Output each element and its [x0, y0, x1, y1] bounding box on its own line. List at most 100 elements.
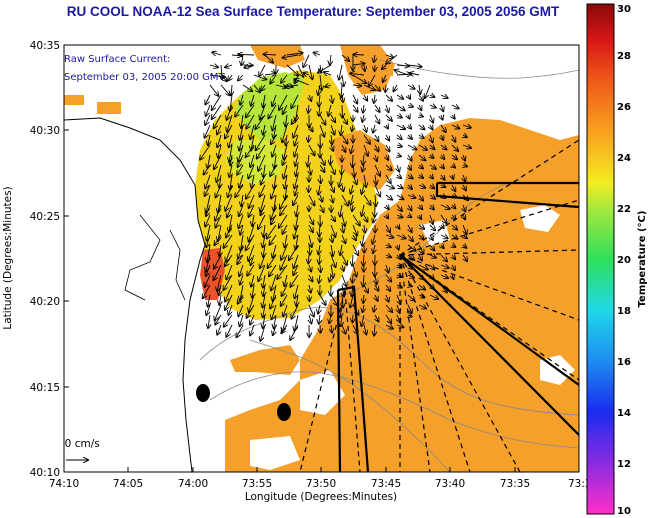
current-vector: [397, 145, 402, 147]
current-vector: [240, 94, 243, 105]
current-vector: [253, 84, 260, 92]
current-vector: [441, 175, 445, 180]
current-vector: [451, 235, 458, 239]
current-vector: [292, 114, 299, 124]
current-vector: [294, 79, 310, 86]
current-vector: [283, 104, 288, 114]
current-vector: [314, 53, 321, 56]
current-vector: [309, 274, 313, 281]
current-vector: [351, 194, 354, 205]
current-vector: [320, 74, 322, 90]
current-vector: [269, 264, 277, 276]
current-vector: [463, 204, 465, 212]
current-vector: [270, 294, 277, 309]
current-vector: [235, 184, 244, 197]
current-vector: [205, 184, 211, 196]
current-vector: [397, 155, 401, 156]
y-tick-labels: 40:35 40:30 40:25 40:20 40:15 40:10: [30, 40, 60, 479]
current-vector: [224, 234, 233, 248]
current-vector: [385, 94, 392, 101]
current-vector: [386, 284, 390, 291]
current-vector: [463, 135, 467, 137]
current-vector: [260, 194, 266, 212]
current-vector: [352, 244, 358, 255]
current-vector: [342, 324, 346, 334]
current-vector: [463, 174, 465, 182]
current-vector: [396, 325, 404, 327]
current-vector: [274, 174, 276, 189]
current-vector: [237, 254, 244, 264]
current-vector: [430, 285, 434, 289]
colorbar: [586, 3, 615, 515]
current-vector: [274, 194, 276, 211]
current-vector: [407, 105, 413, 107]
current-vector: [319, 274, 320, 283]
current-vector: [230, 94, 232, 111]
current-vector: [318, 64, 332, 73]
current-vector: [224, 314, 233, 327]
current-vector: [205, 124, 211, 138]
current-vector: [452, 275, 454, 279]
current-vector: [441, 104, 443, 111]
current-vector: [363, 104, 364, 113]
current-vector: [352, 94, 357, 104]
current-vector: [291, 94, 299, 108]
current-vector: [272, 244, 277, 258]
current-vector: [341, 54, 349, 61]
current-vector: [419, 175, 423, 178]
current-vector: [263, 314, 265, 328]
current-vector: [393, 84, 397, 91]
current-vector: [286, 64, 298, 76]
map-title: RU COOL NOAA-12 Sea Surface Temperature:…: [66, 4, 560, 19]
current-vector: [373, 124, 375, 133]
current-vector: [408, 285, 412, 286]
colorbar-tick: 22: [617, 204, 631, 215]
current-vector: [375, 154, 377, 161]
current-vector: [363, 134, 370, 144]
current-vector: [374, 94, 375, 103]
current-vector: [290, 274, 299, 287]
current-vector: [330, 274, 332, 282]
current-vector: [452, 175, 453, 179]
current-vector: [440, 235, 448, 238]
current-vector: [430, 134, 433, 142]
current-vector: [257, 144, 266, 159]
current-vector: [386, 205, 389, 209]
current-vector: [236, 324, 244, 337]
current-vector: [203, 284, 211, 298]
current-vector: [309, 314, 312, 324]
current-vector: [374, 104, 380, 112]
current-vector: [249, 224, 255, 242]
current-vector: [309, 244, 310, 255]
current-vector: [341, 314, 342, 326]
current-vector: [318, 304, 320, 314]
current-vector: [419, 235, 424, 239]
current-vector: [238, 294, 244, 304]
current-vector: [249, 294, 255, 312]
current-vector: [260, 324, 266, 341]
current-vector: [274, 314, 276, 328]
current-vector: [226, 324, 233, 337]
current-vector: [239, 174, 244, 188]
current-vector: [239, 264, 244, 276]
current-vector: [263, 294, 266, 307]
current-vector: [277, 264, 288, 279]
current-vector: [418, 284, 425, 290]
current-vector: [386, 134, 389, 141]
current-vector: [397, 255, 400, 259]
current-vector: [408, 95, 410, 99]
current-vector: [374, 184, 380, 196]
current-vector: [285, 85, 299, 87]
current-vector: [281, 74, 288, 83]
current-vector: [331, 144, 333, 151]
colorbar-tick: 28: [617, 51, 631, 62]
current-vector: [430, 214, 433, 224]
x-axis-label: Longitude (Degrees:Minutes): [245, 491, 397, 503]
current-vector: [418, 295, 425, 297]
current-vector: [419, 135, 424, 138]
current-vector: [408, 135, 412, 139]
current-vector: [452, 184, 455, 191]
current-vector: [271, 184, 277, 199]
current-vector: [463, 224, 467, 234]
current-vector: [429, 165, 436, 169]
